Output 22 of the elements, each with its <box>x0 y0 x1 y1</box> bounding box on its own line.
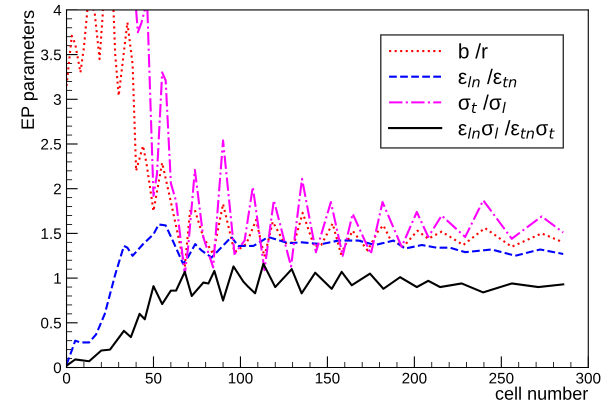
legend-label: b /r <box>459 43 488 59</box>
x-tick-label: 200 <box>402 372 427 384</box>
y-tick-label: 3 <box>54 94 61 105</box>
y-tick-label: 3.5 <box>41 49 62 60</box>
x-tick-label: 100 <box>228 372 253 384</box>
y-tick-label: 0.5 <box>41 318 62 328</box>
y-tick-label: 2 <box>54 184 61 194</box>
y-tick-label: 0 <box>54 362 62 374</box>
x-axis-title: cell number <box>496 386 588 400</box>
y-tick-label: 2.5 <box>41 138 62 150</box>
y-axis-title: EP parameters <box>21 10 38 129</box>
x-tick-label: 150 <box>316 372 340 384</box>
legend-label: σ$_{t}$ /σ$_{l}$ <box>458 94 506 113</box>
y-tick-label: 1.5 <box>42 228 62 240</box>
x-tick-label: 50 <box>146 372 162 384</box>
legend-label: ε$_{ln}$ /ε$_{tn}$ <box>458 68 516 88</box>
legend-label: ε$_{ln}$σ$_{l}$ /ε$_{tn}$σ$_{t}$ <box>458 120 555 139</box>
y-tick-label: 4 <box>54 4 62 16</box>
x-tick-label: 300 <box>576 372 600 384</box>
x-tick-label: 0 <box>62 372 70 384</box>
y-tick-label: 1 <box>54 273 61 284</box>
x-tick-label: 250 <box>489 372 514 384</box>
